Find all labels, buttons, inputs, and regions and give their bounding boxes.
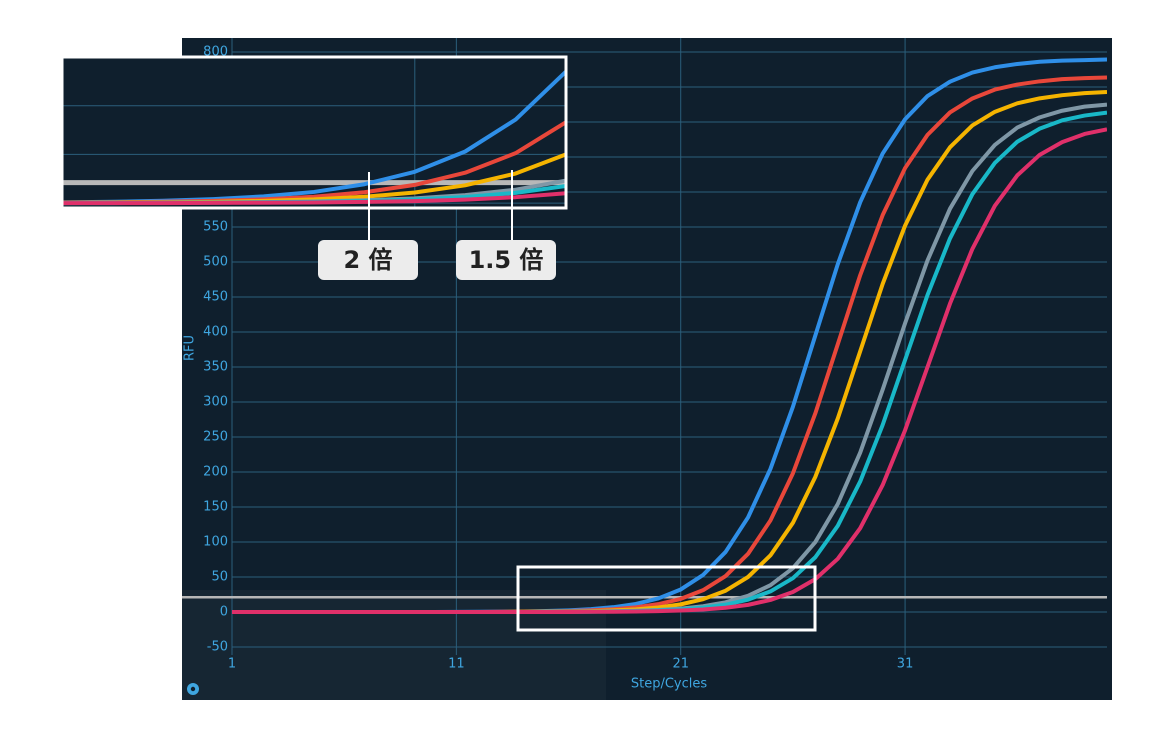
- y-tick-label: 550: [203, 220, 228, 235]
- y-tick-label: 500: [203, 255, 228, 270]
- inset-series-line: [62, 119, 566, 205]
- y-tick-label: 400: [203, 325, 228, 340]
- x-tick-label: 1: [228, 657, 236, 672]
- panel-shade: [182, 590, 606, 700]
- annotation-box: [318, 240, 418, 280]
- y-axis-title: RFU: [183, 335, 198, 361]
- series-line: [232, 127, 1107, 614]
- x-axis-title: Step/Cycles: [631, 677, 708, 692]
- inset-series-line: [62, 68, 566, 205]
- annotation: 2 倍: [343, 246, 392, 274]
- y-tick-label: -50: [207, 640, 228, 655]
- y-tick-label: 100: [203, 535, 228, 550]
- y-tick-label: 250: [203, 430, 228, 445]
- x-tick-label: 21: [672, 657, 689, 672]
- zoom-box: [516, 565, 817, 632]
- annotation: 1.5 倍: [469, 246, 544, 274]
- x-tick-label: 11: [448, 657, 465, 672]
- inset-lines: [62, 68, 566, 206]
- settings-icon[interactable]: [187, 683, 199, 695]
- x-tick-label: 31: [897, 657, 914, 672]
- y-tick-label: 450: [203, 290, 228, 305]
- y-tick-label: 150: [203, 500, 228, 515]
- inset-series-line: [62, 152, 566, 205]
- y-tick-label: 200: [203, 465, 228, 480]
- y-tick-label: 50: [211, 570, 228, 585]
- series-lines: [232, 57, 1107, 614]
- inset-frame: [60, 55, 568, 210]
- inset-series-line: [62, 191, 566, 206]
- y-tick-label: 0: [220, 605, 228, 620]
- annotation-box: [456, 240, 556, 280]
- y-tick-label: 350: [203, 360, 228, 375]
- inset-background: [62, 57, 566, 208]
- y-tick-label: 300: [203, 395, 228, 410]
